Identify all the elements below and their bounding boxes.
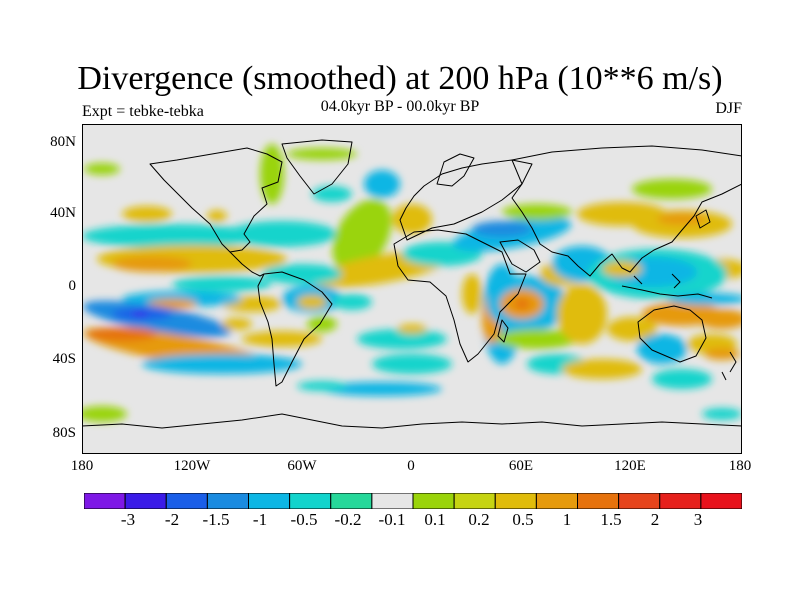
- colorbar-label: -3: [120, 510, 136, 529]
- japan-coast: [695, 209, 711, 229]
- colorbar-swatch: [494, 493, 537, 509]
- lon-label-60e: 60E: [508, 458, 534, 474]
- europe-coast: [399, 159, 533, 241]
- divergence-map: [82, 124, 742, 454]
- asia-coast: [511, 145, 742, 277]
- indonesia-coast: [621, 273, 713, 299]
- colorbar-swatch: [412, 493, 455, 509]
- lon-label-120w: 120W: [173, 458, 211, 474]
- experiment-label: Expt = tebke-tebka: [82, 103, 204, 120]
- colorbar-label: 1.5: [600, 510, 622, 529]
- arabia-coast: [499, 239, 541, 273]
- lon-label-180w: 180: [70, 458, 94, 474]
- australia-coast: [637, 305, 707, 363]
- greenland-coast: [281, 139, 353, 195]
- north-america-coast: [149, 147, 283, 253]
- colorbar-label: -1: [252, 510, 268, 529]
- madagascar-coast: [497, 319, 509, 343]
- colorbar-swatch: [330, 493, 373, 509]
- map-title: Divergence (smoothed) at 200 hPa (10**6 …: [77, 60, 723, 97]
- central-america-coast: [229, 251, 265, 277]
- period-label: 04.0kyr BP - 00.0kyr BP: [320, 98, 480, 115]
- lat-label-40n: 40N: [50, 205, 76, 221]
- colorbar-label: 1: [562, 510, 572, 529]
- colorbar-swatch: [453, 493, 496, 509]
- colorbar-label: 0.1: [424, 510, 446, 529]
- colorbar-label: 0.5: [512, 510, 534, 529]
- colorbar-label: 0.2: [468, 510, 490, 529]
- colorbar-swatch: [84, 493, 126, 509]
- colorbar-swatch: [289, 493, 332, 509]
- lon-label-0: 0: [407, 458, 415, 474]
- scandinavia-coast: [436, 153, 475, 187]
- map-frame: [82, 124, 742, 454]
- colorbar: [84, 493, 742, 509]
- lat-label-eq: 0: [68, 278, 77, 294]
- new-zealand-coast: [721, 351, 737, 381]
- season-label: DJF: [715, 100, 742, 117]
- colorbar-label: -0.5: [290, 510, 318, 529]
- colorbar-swatch: [206, 493, 250, 509]
- colorbar-swatch: [618, 493, 661, 509]
- lat-label-80n: 80N: [50, 134, 76, 150]
- colorbar-label: -2: [164, 510, 180, 529]
- colorbar-swatch: [371, 493, 414, 509]
- coastlines: [82, 139, 742, 429]
- colorbar-label: 2: [650, 510, 660, 529]
- colorbar-swatch: [659, 493, 702, 509]
- divergence-field: [82, 144, 742, 422]
- lat-label-40s: 40S: [52, 351, 76, 367]
- colorbar-label: -0.2: [334, 510, 362, 529]
- lat-label-80s: 80S: [52, 425, 76, 441]
- colorbar-swatch: [165, 493, 208, 509]
- antarctica-coast: [82, 413, 742, 429]
- colorbar-swatch: [700, 493, 742, 509]
- colorbar-swatch: [248, 493, 291, 509]
- colorbar-label: -0.1: [378, 510, 406, 529]
- colorbar-swatch: [577, 493, 620, 509]
- lon-label-120e: 120E: [614, 458, 646, 474]
- colorbar-swatch: [535, 493, 579, 509]
- lon-label-180e: 180: [728, 458, 752, 474]
- colorbar-label: 3: [693, 510, 703, 529]
- south-america-coast: [257, 271, 333, 387]
- colorbar-swatch: [124, 493, 167, 509]
- africa-coast: [393, 229, 527, 363]
- colorbar-label: -1.5: [202, 510, 230, 529]
- lon-label-60w: 60W: [287, 458, 317, 474]
